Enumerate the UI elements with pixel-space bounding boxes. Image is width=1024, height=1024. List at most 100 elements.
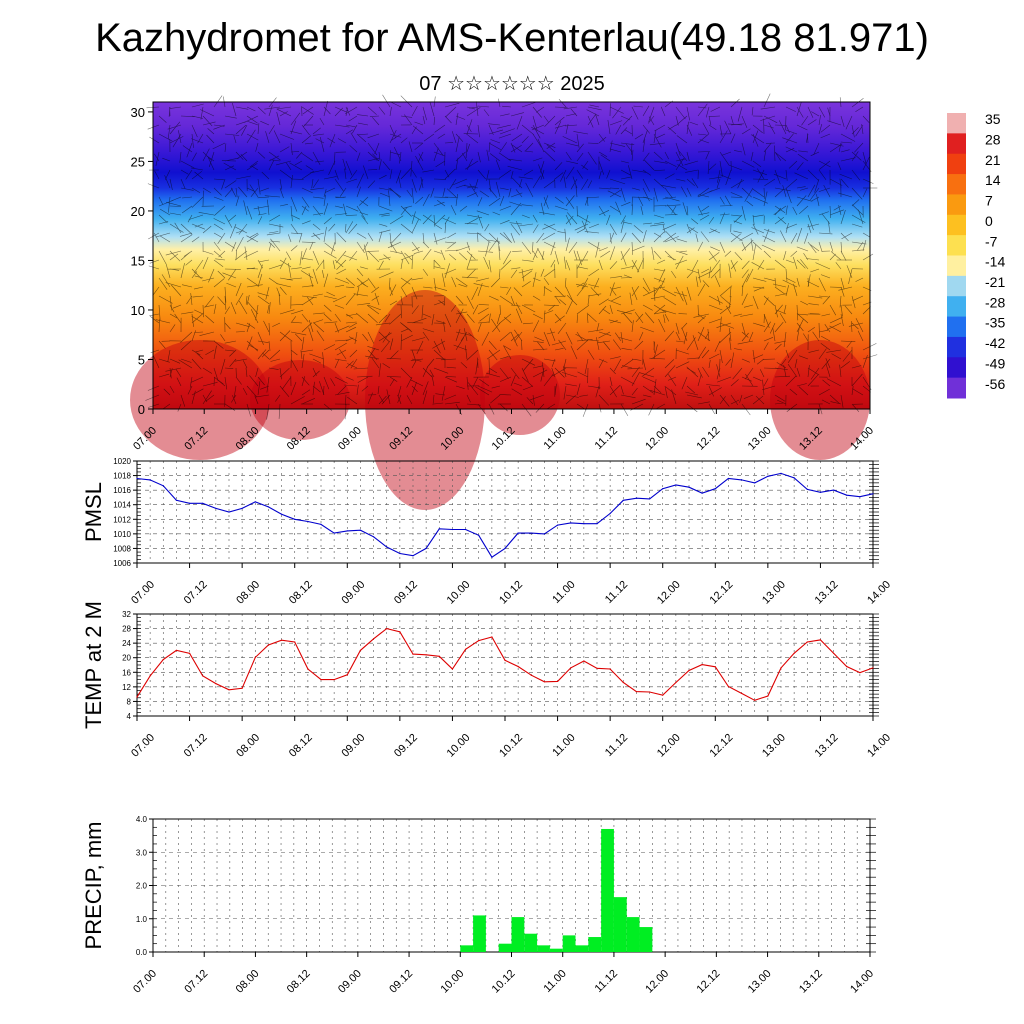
y-tick-label: 0.0 <box>136 948 148 957</box>
precip-bar <box>588 937 602 952</box>
x-tick-label: 11.00 <box>550 732 577 759</box>
precip-bar <box>537 945 550 952</box>
colorbar-label: -14 <box>985 254 1005 270</box>
y-tick-label: 8 <box>127 697 132 706</box>
data-point <box>346 674 348 676</box>
precip-bar <box>613 897 627 952</box>
colorbar-label: 7 <box>985 193 993 209</box>
data-point <box>701 492 703 494</box>
colorbar-label: 14 <box>985 172 1001 188</box>
x-tick-label: 11.00 <box>550 579 577 606</box>
data-point <box>438 528 440 530</box>
data-point <box>425 654 427 656</box>
data-point <box>833 489 835 491</box>
x-tick-label: 07.12 <box>182 732 210 760</box>
data-point <box>780 667 782 669</box>
data-point <box>451 668 453 670</box>
cross-section-heatmap <box>130 93 878 510</box>
y-tick-label: 4 <box>127 712 132 721</box>
colorbar-label: 21 <box>985 152 1001 168</box>
data-point <box>254 656 256 659</box>
heatmap-x-tick-label: 11.12 <box>593 425 620 452</box>
data-point <box>819 639 822 641</box>
y-tick-label: 12 <box>122 683 131 692</box>
data-point <box>333 532 335 534</box>
x-tick-label: 08.00 <box>234 732 262 760</box>
data-point <box>649 498 651 500</box>
colorbar-label: -7 <box>985 233 998 249</box>
data-point <box>714 666 716 668</box>
x-tick-label: 09.12 <box>387 968 415 996</box>
data-point <box>241 507 243 509</box>
precip-bar <box>524 933 538 952</box>
data-point <box>609 512 611 515</box>
x-tick-label: 13.12 <box>813 579 841 607</box>
data-point <box>635 497 638 499</box>
heatmap-x-tick-label: 11.00 <box>541 425 568 452</box>
data-point <box>517 532 519 534</box>
x-tick-label: 13.00 <box>760 732 788 760</box>
colorbar-swatch <box>947 296 966 318</box>
y-tick-label: 3.0 <box>136 848 148 857</box>
colorbar-swatch <box>947 235 966 256</box>
data-point <box>333 679 335 681</box>
colorbar-swatch <box>947 275 966 297</box>
heatmap-y-tick-label: 25 <box>131 154 145 169</box>
colorbar-swatch <box>947 214 966 236</box>
x-tick-label: 08.12 <box>287 732 315 760</box>
data-point <box>189 652 191 654</box>
data-point <box>386 628 388 630</box>
data-point <box>215 683 217 685</box>
heatmap-x-tick-label: 09.00 <box>336 425 364 453</box>
data-point <box>530 532 532 534</box>
colorbar-label: -42 <box>985 335 1005 351</box>
data-point <box>688 486 690 488</box>
heatmap-shading <box>153 102 870 409</box>
x-tick-label: 13.00 <box>746 968 774 996</box>
precip-panel: 4.0 3.0 2.0 1.0 0.0 07.00 07.12 08.00 08.12 09.00… <box>81 815 876 996</box>
x-tick-label: 10.00 <box>445 579 473 607</box>
data-point <box>162 485 164 487</box>
data-point <box>386 546 388 548</box>
data-point <box>359 529 361 531</box>
x-tick-label: 12.00 <box>643 968 671 996</box>
y-axis-label: PRECIP, mm <box>81 822 106 950</box>
wind-barbs <box>145 93 878 420</box>
x-tick-label: 12.00 <box>655 732 683 760</box>
x-tick-label: 11.12 <box>603 732 630 759</box>
y-tick-label: 1010 <box>113 530 131 539</box>
precip-bar <box>562 935 576 952</box>
data-point <box>622 681 624 684</box>
x-tick-label: 07.12 <box>182 968 210 996</box>
data-point <box>675 681 677 684</box>
data-point <box>149 675 151 677</box>
data-point <box>806 641 808 643</box>
data-point <box>819 491 822 493</box>
data-point <box>767 475 769 477</box>
data-point <box>359 649 361 652</box>
x-tick-label: 08.00 <box>234 968 262 996</box>
colorbar <box>947 113 966 399</box>
colorbar-swatch <box>947 377 966 399</box>
colorbar-swatch <box>947 194 966 216</box>
heatmap-y-tick-label: 5 <box>138 352 145 367</box>
x-tick-label: 14.00 <box>865 732 893 760</box>
colorbar-label: -35 <box>985 315 1005 331</box>
data-point <box>557 524 559 526</box>
data-point <box>675 484 677 486</box>
colorbar-swatch <box>947 113 966 134</box>
colorbar-swatch <box>947 255 966 277</box>
precip-bar <box>639 927 653 952</box>
y-tick-label: 1020 <box>113 457 131 466</box>
data-point <box>662 694 664 696</box>
x-tick-label: 08.00 <box>234 579 262 607</box>
data-point <box>741 692 743 695</box>
data-point <box>859 672 861 674</box>
x-tick-label: 08.12 <box>285 968 313 996</box>
colorbar-label: -56 <box>985 376 1005 392</box>
data-point <box>793 652 795 654</box>
precip-bar <box>549 948 563 952</box>
y-tick-label: 20 <box>122 654 131 663</box>
x-tick-label: 13.12 <box>813 732 841 760</box>
data-point <box>543 533 546 535</box>
